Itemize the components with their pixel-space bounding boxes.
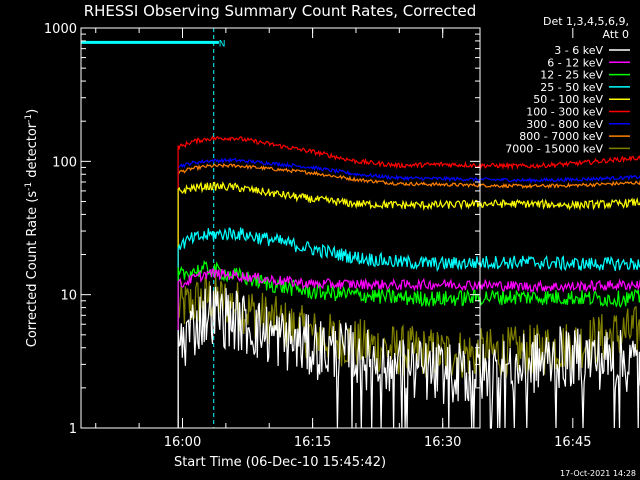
series-line bbox=[177, 268, 640, 428]
legend-label: 300 - 800 keV bbox=[526, 118, 603, 131]
legend-label: 3 - 6 keV bbox=[554, 44, 603, 57]
legend-header-line2: Att 0 bbox=[603, 28, 629, 41]
series-line bbox=[177, 227, 640, 428]
series-line bbox=[177, 162, 640, 428]
chart-title: RHESSI Observing Summary Count Rates, Co… bbox=[84, 2, 477, 20]
legend-label: 800 - 7000 keV bbox=[519, 130, 603, 143]
legend-label: 6 - 12 keV bbox=[547, 56, 603, 69]
y-axis-label: Corrected Count Rate (s-1 detector-1) bbox=[24, 109, 40, 347]
series-line bbox=[177, 157, 640, 428]
plot-frame bbox=[80, 27, 481, 429]
x-tick-label: 16:45 bbox=[554, 435, 591, 450]
legend-label: 7000 - 15000 keV bbox=[505, 142, 603, 155]
legend-label: 100 - 300 keV bbox=[526, 106, 603, 119]
series-line bbox=[177, 135, 640, 428]
y-tick-label: 1000 bbox=[44, 22, 77, 37]
x-axis-label: Start Time (06-Dec-10 15:45:42) bbox=[174, 455, 386, 470]
y-tick-label: 1 bbox=[69, 422, 77, 437]
legend-label: 25 - 50 keV bbox=[540, 81, 603, 94]
footer-date: 17-Oct-2021 14:28 bbox=[560, 469, 636, 478]
x-tick-label: 16:30 bbox=[424, 435, 461, 450]
series-line bbox=[177, 181, 640, 428]
night-marker-label: N bbox=[219, 39, 226, 49]
y-tick-label: 10 bbox=[60, 289, 77, 304]
x-tick-label: 16:00 bbox=[164, 435, 201, 450]
x-tick-label: 16:15 bbox=[294, 435, 331, 450]
legend-label: 50 - 100 keV bbox=[533, 93, 603, 106]
y-tick-label: 100 bbox=[52, 155, 77, 170]
series-line bbox=[177, 285, 640, 429]
legend-label: 12 - 25 keV bbox=[540, 69, 603, 82]
legend-header-line1: Det 1,3,4,5,6,9, bbox=[543, 15, 629, 28]
